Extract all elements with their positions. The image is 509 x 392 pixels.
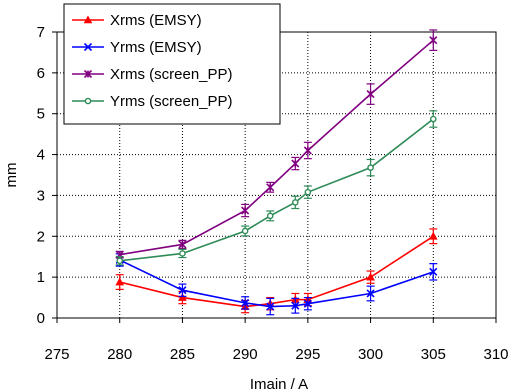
data-point: [292, 199, 299, 206]
x-tick-label: 285: [170, 346, 195, 363]
data-point-stroke: [178, 286, 187, 295]
x-axis-title: Imain / A: [250, 376, 308, 392]
legend-item-4: Yrms (screen_PP): [72, 93, 233, 110]
data-point: [429, 267, 438, 276]
series-layer: [115, 29, 438, 316]
legend-label: Yrms (EMSY): [110, 39, 202, 56]
series-line: [119, 39, 434, 256]
data-point: [266, 212, 274, 220]
y-tick-label: 0: [37, 310, 45, 327]
data-point: [178, 293, 187, 301]
y-tick-label: 5: [37, 106, 45, 123]
y-tick-label: 7: [37, 24, 45, 41]
data-point: [303, 146, 312, 155]
data-point-stroke: [266, 302, 275, 311]
y-tick-label: 6: [37, 65, 45, 82]
legend-box: [63, 3, 281, 125]
data-point: [303, 299, 312, 308]
data-point: [366, 90, 375, 99]
legend-label: Xrms (screen_PP): [110, 66, 233, 83]
legend-item-1: Xrms (EMSY): [72, 12, 202, 29]
legend-label: Yrms (screen_PP): [110, 93, 233, 110]
x-tick-label: 295: [295, 346, 320, 363]
y-tick-label: 3: [37, 187, 45, 204]
data-point-stroke: [366, 289, 375, 298]
data-point: [429, 115, 437, 123]
data-point: [84, 97, 92, 105]
data-point-stroke: [303, 299, 312, 308]
legend-item-2: Yrms (EMSY): [72, 39, 202, 56]
data-point-stroke: [291, 301, 300, 310]
series-2: [115, 253, 438, 316]
data-point: [83, 15, 93, 24]
data-point: [291, 301, 300, 310]
data-point: [83, 42, 93, 52]
x-tick-label: 280: [107, 346, 132, 363]
series-3: [115, 29, 438, 259]
x-tick-label: 310: [483, 346, 508, 363]
data-point: [266, 183, 275, 192]
data-point: [83, 69, 93, 79]
data-point: [115, 277, 125, 286]
y-tick-label: 4: [37, 147, 45, 164]
data-point: [179, 250, 186, 257]
data-point: [178, 240, 187, 249]
data-point: [366, 289, 375, 298]
series-line: [119, 235, 434, 308]
data-point: [366, 272, 375, 281]
y-tick-label: 2: [37, 228, 45, 245]
data-point: [266, 302, 275, 311]
x-tick-label: 300: [358, 346, 383, 363]
data-point-stroke: [83, 42, 93, 52]
series-4: [115, 110, 438, 266]
legend-label: Xrms (EMSY): [110, 12, 202, 29]
y-axis-title: mm: [3, 163, 20, 188]
data-point: [429, 36, 438, 45]
data-point: [367, 164, 374, 171]
data-point: [291, 159, 300, 168]
data-point-stroke: [429, 267, 438, 276]
data-point: [241, 206, 250, 215]
series-line: [119, 259, 434, 308]
x-tick-label: 275: [44, 346, 69, 363]
data-point: [178, 286, 187, 295]
legend: Xrms (EMSY) Yrms (EMSY) Xrms (screen_PP) Yr…: [63, 3, 281, 125]
series-line: [119, 118, 434, 262]
data-point: [304, 188, 312, 196]
tick-labels: 275 280 285 290 295 300 305 310 0 1 2 3 4 5 6 7: [37, 24, 509, 363]
x-tick-label: 290: [233, 346, 258, 363]
data-point: [116, 257, 124, 265]
data-point: [241, 227, 249, 235]
x-tick-label: 305: [421, 346, 446, 363]
y-tick-label: 1: [37, 269, 45, 286]
data-point: [241, 298, 250, 307]
data-point-stroke: [241, 298, 250, 307]
legend-item-3: Xrms (screen_PP): [72, 66, 233, 83]
data-point: [428, 231, 438, 240]
